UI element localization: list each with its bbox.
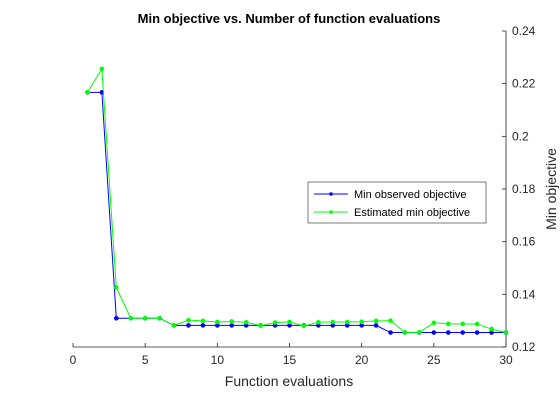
- series-0-point: [460, 330, 466, 335]
- x-tick-label: 0: [70, 353, 77, 367]
- series-1-point: [272, 320, 278, 325]
- series-1-point: [344, 319, 350, 325]
- series-0-point: [200, 323, 206, 328]
- x-tick-label: 25: [427, 353, 441, 367]
- x-tick-label: 20: [355, 353, 369, 367]
- x-tick-label: 15: [283, 353, 297, 367]
- series-1-point: [229, 319, 235, 324]
- x-ticks: 0 5 10 15 20 25 30: [70, 343, 513, 367]
- series-1-point: [503, 330, 509, 335]
- series-1-point: [171, 323, 177, 328]
- series-1-point: [474, 321, 480, 327]
- legend-marker-0: [329, 192, 333, 196]
- y-ticks: 0.12 0.14 0.16 0.18 0.2 0.22 0.24: [502, 24, 536, 354]
- series-1-point: [186, 317, 191, 323]
- series-0-point: [229, 323, 235, 328]
- series-1-point: [445, 321, 451, 327]
- series-1-point: [417, 329, 422, 335]
- series-1-point: [287, 319, 292, 325]
- y-tick-label: 0.12: [512, 340, 536, 354]
- series-1-point: [373, 318, 379, 324]
- series-1-point: [330, 319, 336, 325]
- y-axis-label: Min objective: [543, 148, 559, 230]
- legend-box: [307, 181, 487, 224]
- y-tick-label: 0.24: [512, 24, 536, 38]
- x-axis-label: Function evaluations: [225, 373, 353, 389]
- series-0-point: [373, 323, 379, 328]
- series-1-point: [316, 319, 321, 325]
- y-tick-label: 0.16: [512, 235, 536, 249]
- series-0-point: [445, 330, 451, 335]
- x-tick-label: 10: [211, 353, 225, 367]
- x-tick-label: 30: [499, 353, 513, 367]
- series-1-point: [489, 326, 494, 332]
- series-1-point: [128, 315, 134, 321]
- series-1-point: [85, 90, 90, 95]
- series-0-point: [388, 330, 393, 335]
- series-1-point: [258, 323, 263, 328]
- y-tick-label: 0.14: [512, 287, 536, 301]
- legend-label-1: Estimated min objective: [354, 207, 470, 219]
- series-0-point: [359, 323, 364, 328]
- series-1-point: [157, 315, 162, 321]
- series-line-1: [87, 67, 507, 334]
- series-0-point: [186, 323, 191, 328]
- y-tick-label: 0.2: [512, 129, 529, 143]
- series-1-point: [402, 330, 408, 335]
- series-1-point: [359, 319, 364, 325]
- series-1-point: [200, 318, 206, 324]
- series-0-point: [474, 330, 480, 335]
- x-tick-label: 5: [142, 353, 149, 367]
- series-1-point: [142, 315, 148, 321]
- series-1-point: [243, 319, 249, 325]
- series-layer: [85, 66, 509, 335]
- legend-marker-1: [329, 210, 333, 214]
- series-1-point: [301, 323, 307, 329]
- y-tick-label: 0.22: [512, 77, 536, 91]
- series-0-point: [114, 315, 119, 321]
- chart-title: Min objective vs. Number of function eva…: [138, 11, 441, 26]
- series-1-point: [388, 318, 393, 323]
- legend: Min observed objective Estimated min obje…: [307, 181, 487, 224]
- series-1-point: [114, 285, 119, 290]
- y-tick-label: 0.18: [512, 182, 536, 196]
- legend-label-0: Min observed objective: [354, 189, 467, 201]
- series-0-point: [431, 330, 437, 335]
- series-1-point: [431, 320, 437, 326]
- series-1-point: [99, 66, 105, 72]
- series-1-point: [215, 319, 220, 325]
- series-1-point: [460, 321, 466, 327]
